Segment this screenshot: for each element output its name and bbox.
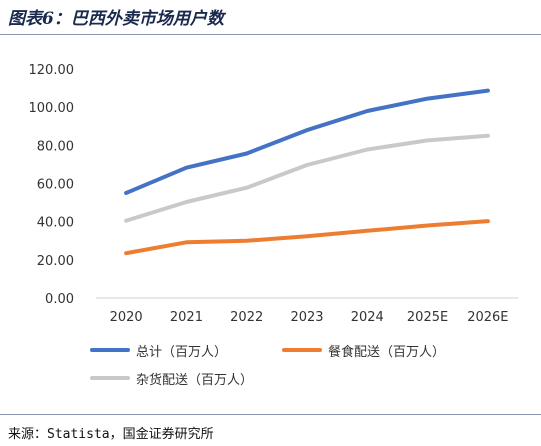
y-tick-label: 40.00 [37, 216, 74, 231]
chart-legend: 总计（百万人） 餐食配送（百万人） 杂货配送（百万人） [90, 338, 530, 398]
y-tick-label: 0.00 [45, 292, 74, 307]
figure-title: 图表6：巴西外卖市场用户数 [8, 9, 224, 29]
legend-swatch-grocery [90, 376, 130, 380]
legend-label-total: 总计（百万人） [136, 344, 228, 360]
legend-swatch-total [90, 348, 130, 352]
legend-item-total: 总计（百万人） [90, 340, 227, 360]
legend-label-grocery: 杂货配送（百万人） [136, 372, 254, 388]
x-tick-label: 2024 [351, 310, 384, 325]
legend-item-meal: 餐食配送（百万人） [282, 340, 445, 360]
legend-label-meal: 餐食配送（百万人） [328, 344, 446, 360]
source-note: 来源：Statista，国金证券研究所 [8, 427, 214, 442]
y-tick-label: 100.00 [29, 101, 75, 116]
y-tick-label: 60.00 [37, 178, 74, 193]
x-tick-label: 2026E [467, 310, 508, 325]
footer-divider [0, 414, 541, 415]
series-line-1 [124, 219, 490, 256]
legend-swatch-meal [282, 348, 322, 352]
x-tick-label: 2023 [290, 310, 323, 325]
y-tick-label: 80.00 [37, 139, 74, 154]
y-axis: 0.00 20.00 40.00 60.00 80.00 100.00 120.00 [29, 63, 75, 307]
series-lines [124, 88, 490, 256]
x-tick-label: 2020 [110, 310, 143, 325]
legend-item-grocery: 杂货配送（百万人） [90, 368, 253, 388]
y-tick-label: 20.00 [37, 254, 74, 269]
series-line-2 [124, 133, 490, 223]
title-divider [0, 34, 541, 35]
x-tick-label: 2025E [407, 310, 448, 325]
x-axis: 2020 2021 2022 2023 2024 2025E 2026E [110, 310, 509, 325]
y-tick-label: 120.00 [29, 63, 75, 78]
x-tick-label: 2021 [170, 310, 203, 325]
x-tick-label: 2022 [230, 310, 263, 325]
